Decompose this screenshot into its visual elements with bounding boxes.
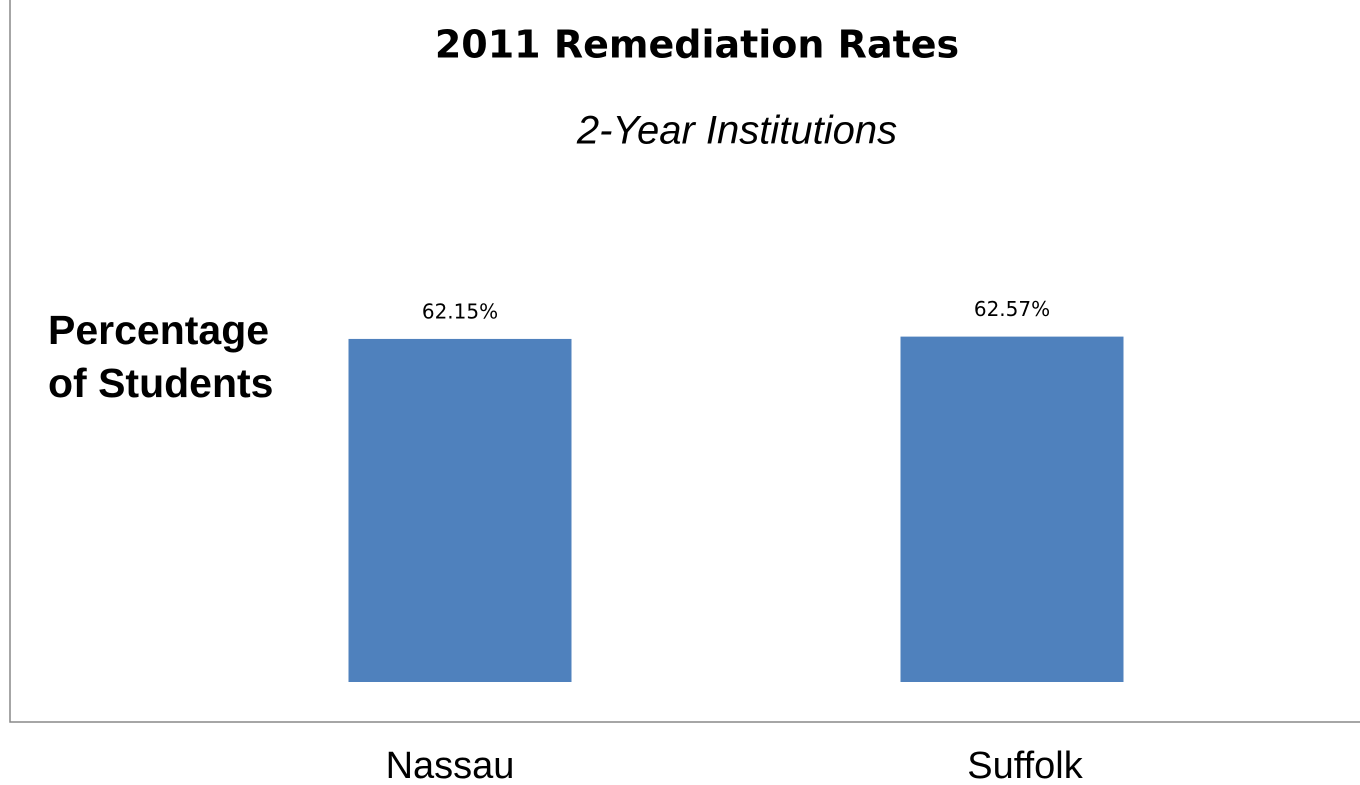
data-label: 62.57% <box>974 297 1050 321</box>
x-tick-label: Suffolk <box>967 745 1083 785</box>
plot-frame <box>9 0 1360 723</box>
data-label: 62.15% <box>422 299 498 323</box>
bar <box>348 338 572 682</box>
y-axis-label: Percentage of Students <box>48 307 274 406</box>
chart-subtitle: 2-Year Institutions <box>576 109 897 153</box>
chart-title: 2011 Remediation Rates <box>435 23 959 67</box>
bar <box>900 336 1124 682</box>
x-tick-label: Nassau <box>386 745 515 785</box>
